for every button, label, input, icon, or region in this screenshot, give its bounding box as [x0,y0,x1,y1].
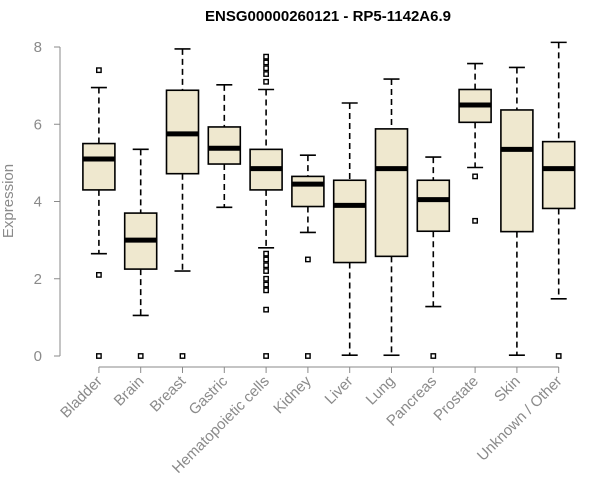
box-gastric [207,84,242,209]
outlier-point [179,353,186,359]
y-tick-label: 4 [34,194,42,211]
y-axis-title: Expression [0,164,17,238]
box-iqr [500,109,534,233]
x-tick-label: Liver [322,373,357,408]
chart-title: ENSG00000260121 - RP5-1142A6.9 [205,8,451,25]
box-breast [165,48,200,359]
outlier-point [263,256,269,263]
outlier-point [95,353,102,359]
box-series [82,41,576,359]
outlier-point [263,71,269,77]
x-tick-label: Skin [491,373,524,406]
outlier-point [263,353,269,359]
box-pancreas [416,156,451,359]
x-tick-label: Brain [111,373,148,410]
outlier-point [95,67,102,74]
box-iqr [82,142,116,191]
y-tick-label: 8 [34,39,42,56]
outlier-point [472,173,478,180]
y-axis: 0 2 4 6 8 [34,39,61,365]
x-tick-label: Prostate [430,373,482,425]
outlier-point [472,217,478,224]
x-tick-label: Lung [363,373,399,409]
box-iqr [374,128,409,258]
box-iqr [291,175,325,208]
outlier-point [263,262,269,269]
y-tick-label: 0 [34,348,42,365]
outlier-point [137,353,144,359]
outlier-point [263,275,269,282]
outlier-point [305,256,311,263]
outlier-point [95,271,102,278]
outlier-point [263,268,269,274]
outlier-point [263,53,269,60]
box-iqr [207,126,242,165]
box-prostate [458,62,492,224]
outlier-point [555,353,562,359]
box-iqr [541,140,576,210]
box-kidney [291,154,325,359]
box-iqr [332,179,367,264]
x-tick-label: Bladder [57,373,106,422]
outlier-point [305,353,311,359]
outlier-point [263,59,269,66]
box-liver [332,102,367,357]
box-lung [374,78,409,357]
box-skin [500,66,534,357]
box-iqr [416,179,451,233]
outlier-point [263,65,269,72]
outlier-point [263,250,269,257]
box-unknown-other [541,41,576,359]
outlier-point [263,78,269,85]
box-hematopoietic-cells [249,53,283,359]
x-tick-label: Kidney [270,372,315,417]
x-tick-label: Breast [147,372,190,415]
x-axis [98,366,560,373]
outlier-point [263,306,269,313]
y-tick-label: 6 [34,116,42,133]
outlier-point [263,281,269,288]
outlier-point [430,353,437,359]
outlier-point [263,287,269,294]
box-brain [123,148,158,359]
box-bladder [82,67,116,359]
y-tick-label: 2 [34,271,42,288]
